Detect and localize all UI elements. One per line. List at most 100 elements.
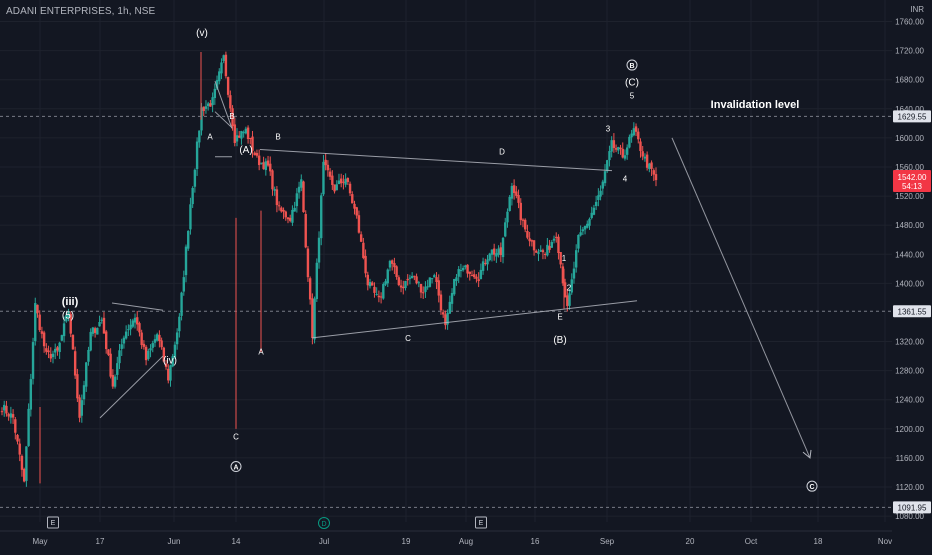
candle-body: [308, 278, 312, 300]
candle-body: [286, 217, 290, 220]
candle-body: [178, 316, 181, 332]
candle-body: [131, 320, 134, 327]
candle-body: [388, 260, 392, 268]
candle-body: [322, 161, 325, 195]
candle-body: [302, 181, 305, 213]
price-level-badge: [893, 305, 931, 318]
candle-body: [437, 280, 440, 296]
candle-body: [639, 141, 642, 152]
candle-body: [251, 136, 254, 151]
candle-body: [441, 312, 445, 315]
candle-body: [36, 304, 39, 314]
candle-body: [67, 312, 70, 318]
candle-body: [628, 136, 631, 148]
candle-body: [444, 314, 447, 326]
x-tick-label: Jul: [319, 537, 329, 546]
candle-body: [550, 242, 554, 248]
candle-body: [371, 282, 374, 286]
candle-body: [399, 285, 403, 288]
candle-body: [331, 175, 334, 185]
event-marker-label: E: [51, 520, 56, 527]
candle-body: [574, 250, 578, 268]
wave-label: A: [258, 348, 264, 357]
candle-body: [552, 238, 556, 241]
candle-body: [339, 178, 343, 184]
candle-body: [328, 171, 332, 177]
candle-body: [54, 348, 57, 353]
candle-body: [337, 180, 341, 185]
candle-body: [348, 183, 352, 194]
circled-label-ring: [626, 59, 638, 71]
candle-body: [120, 344, 123, 349]
candle-body: [42, 332, 46, 347]
candle-body: [617, 147, 620, 151]
price-level-value: 1361.55: [898, 307, 927, 316]
event-marker-box: [475, 516, 487, 529]
candle-body: [619, 147, 622, 150]
candle-body: [375, 294, 378, 296]
y-tick-label: 1440.00: [895, 250, 924, 259]
candle-body: [31, 342, 35, 379]
candle-body: [38, 314, 41, 331]
candle-body: [495, 253, 498, 257]
candle-body: [76, 374, 79, 399]
candle-body: [147, 350, 150, 359]
candle-body: [51, 353, 55, 358]
candle-body: [488, 253, 491, 261]
candle-body: [311, 298, 314, 339]
candle-body: [202, 106, 205, 111]
candle-body: [346, 177, 350, 182]
candle-body: [189, 204, 192, 230]
candle-body: [313, 298, 316, 340]
candle-body: [517, 195, 520, 203]
candle-body: [510, 185, 514, 199]
candle-body: [273, 189, 276, 191]
candle-body: [171, 356, 174, 367]
candle-body: [317, 237, 321, 263]
candle-body: [175, 332, 179, 345]
candle-body: [490, 249, 494, 255]
candle-body: [140, 332, 143, 345]
candle-body: [415, 276, 418, 284]
candle-body: [594, 201, 598, 207]
candle-body: [82, 385, 86, 400]
candle-body: [563, 282, 567, 298]
candle-body: [559, 252, 562, 265]
price-level-value: 1091.95: [898, 503, 927, 512]
candle-body: [408, 277, 412, 279]
candle-body: [206, 103, 210, 107]
candle-body: [446, 313, 449, 325]
candle-body: [45, 348, 48, 352]
candle-body: [373, 286, 376, 293]
wave-label: (v): [196, 28, 208, 39]
invalidation-label: (iii): [62, 296, 79, 308]
candle-body: [133, 317, 137, 323]
projection-arrow: [671, 137, 811, 459]
candle-body: [497, 248, 500, 255]
candle-body: [382, 284, 385, 299]
candle-body: [430, 278, 434, 280]
candle-body: [187, 230, 190, 249]
wave-label: 5: [630, 92, 635, 101]
candle-body: [9, 413, 13, 418]
y-tick-label: 1600.00: [895, 134, 924, 143]
candle-body: [344, 178, 347, 185]
candle-body: [182, 277, 185, 292]
y-tick-label: 1160.00: [896, 454, 925, 463]
x-tick-label: 17: [96, 537, 105, 546]
candle-body: [528, 238, 531, 242]
candle-body: [450, 292, 454, 304]
candle-body: [610, 140, 613, 152]
candle-body: [572, 268, 576, 279]
candle-body: [142, 343, 146, 347]
candle-body: [504, 222, 507, 237]
candle-body: [625, 147, 629, 155]
candle-body: [198, 130, 201, 143]
candle-body: [246, 127, 250, 140]
candle-body: [277, 205, 281, 207]
candle-body: [390, 260, 394, 264]
candle-body: [129, 324, 132, 330]
wave-label: (iv): [163, 355, 177, 366]
